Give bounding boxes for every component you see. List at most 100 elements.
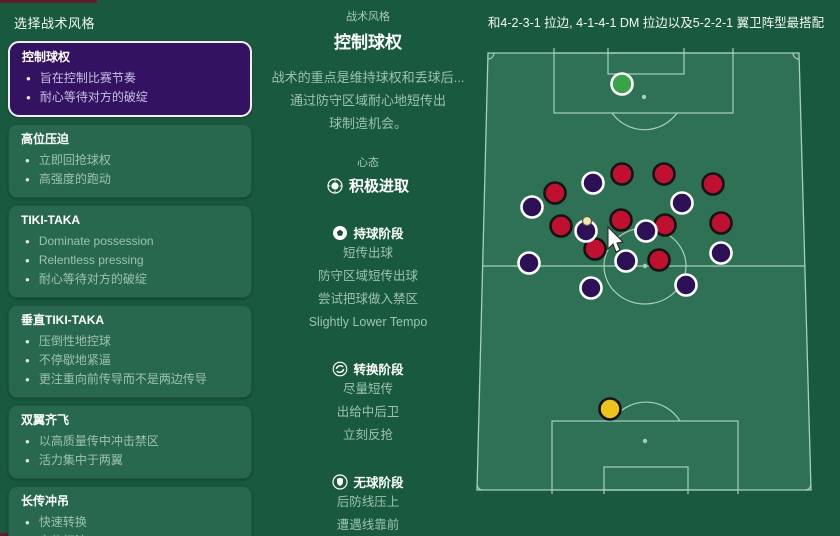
tactical-style-panel: 选择战术风格 控制球权 ● 旨在控制比赛节奏 ● 耐心等待对方的破绽 高位压迫 ● 立即回抢球…: [0, 3, 258, 536]
transition-arrows-icon: [332, 361, 348, 377]
mentality-label: 心态: [357, 157, 379, 169]
style-card-5[interactable]: 长传冲吊 ● 快速转换 ● 直传打法: [8, 486, 252, 536]
away-player-dot: [609, 208, 633, 232]
description-line: 战术的重点是维持球权和丢球后...: [271, 70, 465, 85]
away-player-dot: [652, 162, 676, 186]
style-card-point: ● Relentless pressing: [21, 251, 239, 270]
style-card-point: ● 快速转换: [21, 513, 239, 532]
home-player-dot: [709, 241, 733, 265]
phase-instruction: 后防线压上: [336, 495, 400, 509]
style-card-title: 控制球权: [22, 50, 71, 64]
phase-section: 转换阶段尽量短传出给中后卫立刻反抢: [258, 359, 478, 447]
phase-instruction: 遭遇线靠前: [336, 518, 400, 532]
crest-icon: [327, 177, 343, 194]
phase-name: 无球阶段: [353, 476, 404, 490]
point-text: 更注重向前传导而不是两边传导: [38, 372, 207, 386]
home-player-dot: [614, 249, 638, 273]
phase-instruction: Slightly Lower Tempo: [308, 315, 428, 329]
style-card-point: ● 更注重向前传导而不是两边传导: [21, 370, 239, 389]
phase-instruction: 出给中后卫: [336, 405, 400, 419]
style-card-3[interactable]: 垂直TIKI-TAKA ● 压倒性地控球 ● 不停歇地紧逼 ● 更注重向前传导而不是两边传导: [8, 305, 252, 398]
style-card-0[interactable]: 控制球权 ● 旨在控制比赛节奏 ● 耐心等待对方的破绽: [8, 41, 252, 117]
top-accent-strip: [0, 0, 97, 3]
phase-name: 转换阶段: [353, 363, 404, 377]
style-card-title: 双翼齐飞: [21, 413, 70, 427]
bullet-icon: ●: [25, 175, 30, 184]
phase-header: 无球阶段: [258, 472, 478, 491]
away-goalkeeper-dot: [598, 397, 622, 421]
point-text: Relentless pressing: [38, 253, 144, 267]
bullet-icon: ●: [26, 93, 31, 102]
phase-instruction: 短传出球: [342, 246, 393, 260]
point-text: 耐心等待对方的破绽: [38, 272, 147, 286]
style-card-point: ● 压倒性地控球: [21, 332, 239, 351]
bullet-icon: ●: [25, 337, 30, 346]
shield-icon: [332, 473, 349, 490]
style-card-point: ● 不停歇地紧逼: [21, 351, 239, 370]
ball-marker: [581, 215, 593, 227]
away-player-dot: [701, 172, 725, 196]
away-player-dot: [647, 248, 671, 272]
away-player-dot: [549, 214, 573, 238]
style-card-title: 垂直TIKI-TAKA: [21, 313, 105, 327]
phase-section: 持球阶段 短传出球 防守区域短传出球 尝试把球做入禁区 Slightly Lower T…: [258, 223, 478, 334]
style-card-point: ● Dominate possession: [21, 232, 239, 251]
mentality-row: 积极进取: [258, 175, 478, 196]
player-dots: [517, 72, 733, 421]
bullet-icon: ●: [25, 518, 30, 527]
home-player-dot: [520, 195, 544, 219]
mentality-value: 积极进取: [348, 178, 409, 195]
away-player-dot: [610, 162, 634, 186]
point-text: 耐心等待对方的破绽: [39, 90, 148, 104]
phase-section: 无球阶段后防线压上遭遇线靠前加强紧逼逼抢门将: [258, 472, 478, 536]
description-line: 通过防守区域耐心地短传出: [289, 93, 446, 108]
point-text: 快速转换: [38, 515, 87, 529]
bullet-icon: ●: [25, 437, 30, 446]
style-description: 战术的重点是维持球权和丢球后... 通过防守区域耐心地短传出 球制造机会。: [258, 66, 478, 135]
formation-compatibility-note: 和4-2-3-1 拉边, 4-1-4-1 DM 拉边以及5-2-2-1 翼卫阵型…: [487, 16, 825, 30]
mouse-cursor: [607, 225, 625, 253]
bullet-icon: ●: [25, 375, 30, 384]
style-card-point: ● 旨在控制比赛节奏: [22, 69, 238, 88]
home-player-dot: [579, 276, 603, 300]
style-card-4[interactable]: 双翼齐飞 ● 以高质量传中冲击禁区 ● 活力集中于两翼: [8, 405, 252, 479]
style-card-point: ● 以高质量传中冲击禁区: [21, 432, 239, 451]
point-text: 活力集中于两翼: [38, 453, 123, 467]
style-card-title: TIKI-TAKA: [21, 213, 81, 227]
style-card-title: 高位压迫: [21, 132, 70, 146]
home-player-dot: [581, 171, 605, 195]
phase-header: 转换阶段: [258, 359, 478, 378]
phase-instruction: 尽量短传: [342, 382, 393, 396]
home-player-dot: [670, 191, 694, 215]
point-text: 立即回抢球权: [38, 153, 111, 167]
home-player-dot: [634, 219, 658, 243]
bullet-icon: ●: [25, 532, 30, 536]
home-player-dot: [517, 251, 541, 275]
bullet-icon: ●: [25, 275, 30, 284]
point-text: 压倒性地控球: [38, 334, 111, 348]
point-text: 高强度的跑动: [38, 172, 111, 186]
style-card-point: ● 高强度的跑动: [21, 170, 239, 189]
bullet-icon: ●: [25, 156, 30, 165]
style-card-point: ● 直传打法: [21, 532, 239, 536]
style-card-2[interactable]: TIKI-TAKA ● Dominate possession ● Relentless…: [8, 205, 252, 298]
panel-title: 选择战术风格: [14, 16, 96, 31]
phase-sections: 持球阶段 短传出球 防守区域短传出球 尝试把球做入禁区 Slightly Lower T…: [258, 223, 478, 536]
style-card-point: ● 活力集中于两翼: [21, 451, 239, 470]
tactics-pitch: [476, 48, 812, 494]
selected-style-heading: 控制球权: [334, 33, 402, 52]
style-card-point: ● 立即回抢球权: [21, 151, 239, 170]
point-text: Dominate possession: [38, 234, 154, 248]
style-card-title: 长传冲吊: [21, 494, 70, 508]
phase-instruction: 立刻反抢: [342, 428, 393, 442]
bullet-icon: ●: [26, 74, 31, 83]
point-text: 以高质量传中冲击禁区: [38, 434, 159, 448]
away-player-dot: [709, 211, 733, 235]
style-card-1[interactable]: 高位压迫 ● 立即回抢球权 ● 高强度的跑动: [8, 124, 252, 198]
phase-instruction: 防守区域短传出球: [317, 269, 418, 283]
style-card-point: ● 耐心等待对方的破绽: [21, 270, 239, 289]
phase-instruction: 尝试把球做入禁区: [317, 292, 418, 306]
point-text: 旨在控制比赛节奏: [39, 71, 136, 85]
home-player-dot: [674, 273, 698, 297]
point-text: 直传打法: [39, 532, 87, 536]
